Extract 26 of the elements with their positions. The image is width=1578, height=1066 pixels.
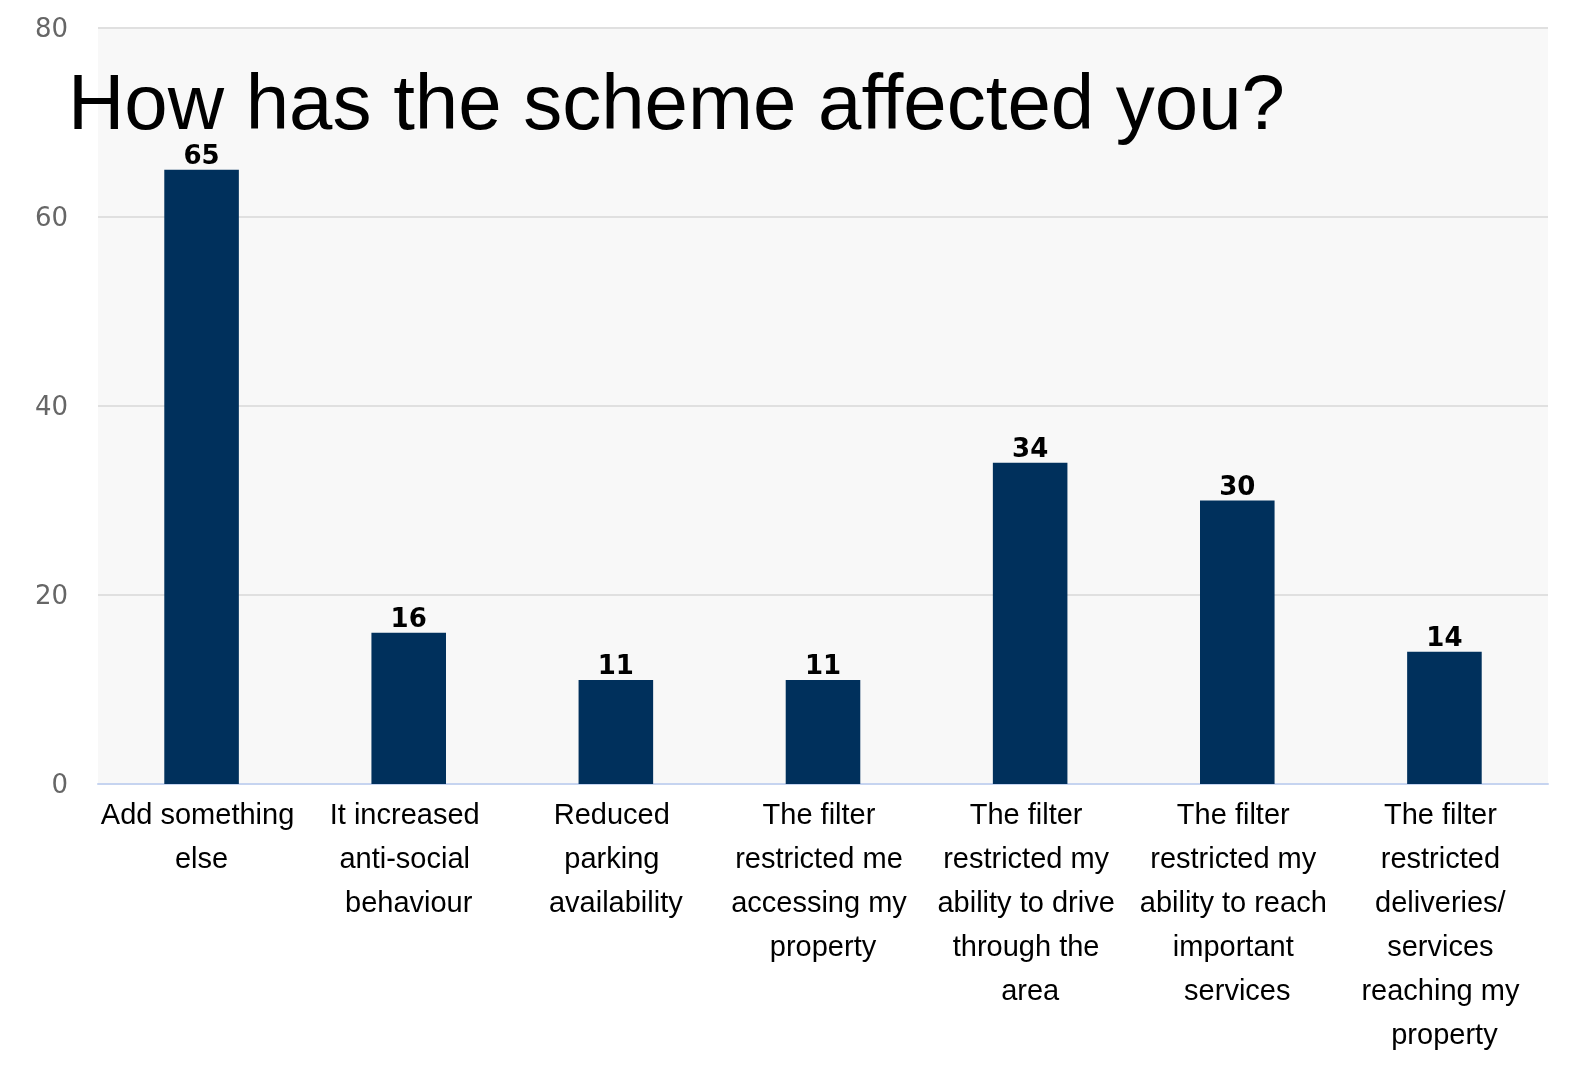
x-tick-label: The filter restricted my ability to drive through the area (937, 798, 1123, 1006)
bar (1200, 500, 1275, 784)
x-tick-label: The filter restricted deliveries/ services reaching my property (1361, 798, 1528, 1050)
data-label: 30 (1219, 470, 1256, 501)
data-label: 16 (390, 602, 427, 633)
x-tick-label: Add something else (100, 798, 303, 874)
x-tick-label: The filter restricted my ability to reach important services (1139, 798, 1335, 1006)
data-label: 65 (183, 139, 220, 170)
data-label: 11 (804, 650, 842, 681)
y-tick-label: 60 (34, 202, 68, 232)
x-tick-label: It increased anti-social behaviour (329, 798, 488, 918)
x-tick-label: Reduced parking availability (548, 798, 684, 918)
bar (371, 632, 446, 784)
data-label: 34 (1012, 432, 1049, 463)
y-tick-label: 40 (34, 391, 68, 421)
x-tick-label: The filter restricted me accessing my property (731, 798, 915, 962)
y-tick-label: 20 (34, 580, 68, 610)
y-tick-label: 0 (51, 769, 68, 799)
y-tick-label: 80 (34, 13, 68, 43)
data-label: 14 (1426, 621, 1463, 652)
bar (578, 680, 654, 784)
bar (1407, 651, 1482, 784)
bar (785, 680, 861, 784)
data-label: 11 (597, 650, 634, 681)
bar (164, 169, 239, 784)
bar (992, 462, 1068, 784)
